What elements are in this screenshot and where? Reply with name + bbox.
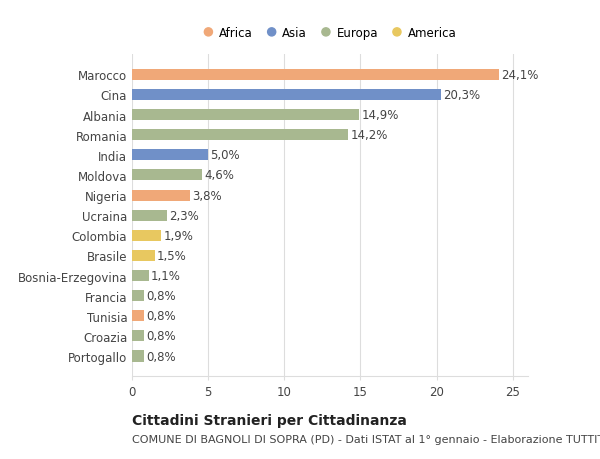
Text: 0,8%: 0,8% xyxy=(146,330,176,343)
Text: 4,6%: 4,6% xyxy=(205,169,234,182)
Bar xyxy=(132,330,144,341)
Text: COMUNE DI BAGNOLI DI SOPRA (PD) - Dati ISTAT al 1° gennaio - Elaborazione TUTTIT: COMUNE DI BAGNOLI DI SOPRA (PD) - Dati I… xyxy=(132,434,600,444)
Bar xyxy=(132,110,359,121)
Bar xyxy=(132,230,161,241)
Bar xyxy=(132,270,149,281)
Text: 1,9%: 1,9% xyxy=(163,230,193,242)
Bar xyxy=(132,170,202,181)
Text: 1,1%: 1,1% xyxy=(151,269,181,282)
Text: 0,8%: 0,8% xyxy=(146,350,176,363)
Bar xyxy=(132,90,441,101)
Bar xyxy=(132,311,144,322)
Text: 0,8%: 0,8% xyxy=(146,310,176,323)
Text: 20,3%: 20,3% xyxy=(443,89,481,102)
Bar xyxy=(132,70,499,81)
Bar xyxy=(132,210,167,221)
Text: 14,9%: 14,9% xyxy=(361,109,398,122)
Text: 24,1%: 24,1% xyxy=(502,69,539,82)
Bar xyxy=(132,190,190,201)
Legend: Africa, Asia, Europa, America: Africa, Asia, Europa, America xyxy=(199,22,461,45)
Text: 3,8%: 3,8% xyxy=(192,189,222,202)
Text: 5,0%: 5,0% xyxy=(211,149,240,162)
Text: 2,3%: 2,3% xyxy=(169,209,199,222)
Bar xyxy=(132,351,144,362)
Text: Cittadini Stranieri per Cittadinanza: Cittadini Stranieri per Cittadinanza xyxy=(132,413,407,427)
Bar xyxy=(132,130,348,141)
Bar xyxy=(132,250,155,262)
Bar xyxy=(132,150,208,161)
Text: 1,5%: 1,5% xyxy=(157,249,187,263)
Text: 14,2%: 14,2% xyxy=(350,129,388,142)
Text: 0,8%: 0,8% xyxy=(146,290,176,302)
Bar xyxy=(132,291,144,302)
